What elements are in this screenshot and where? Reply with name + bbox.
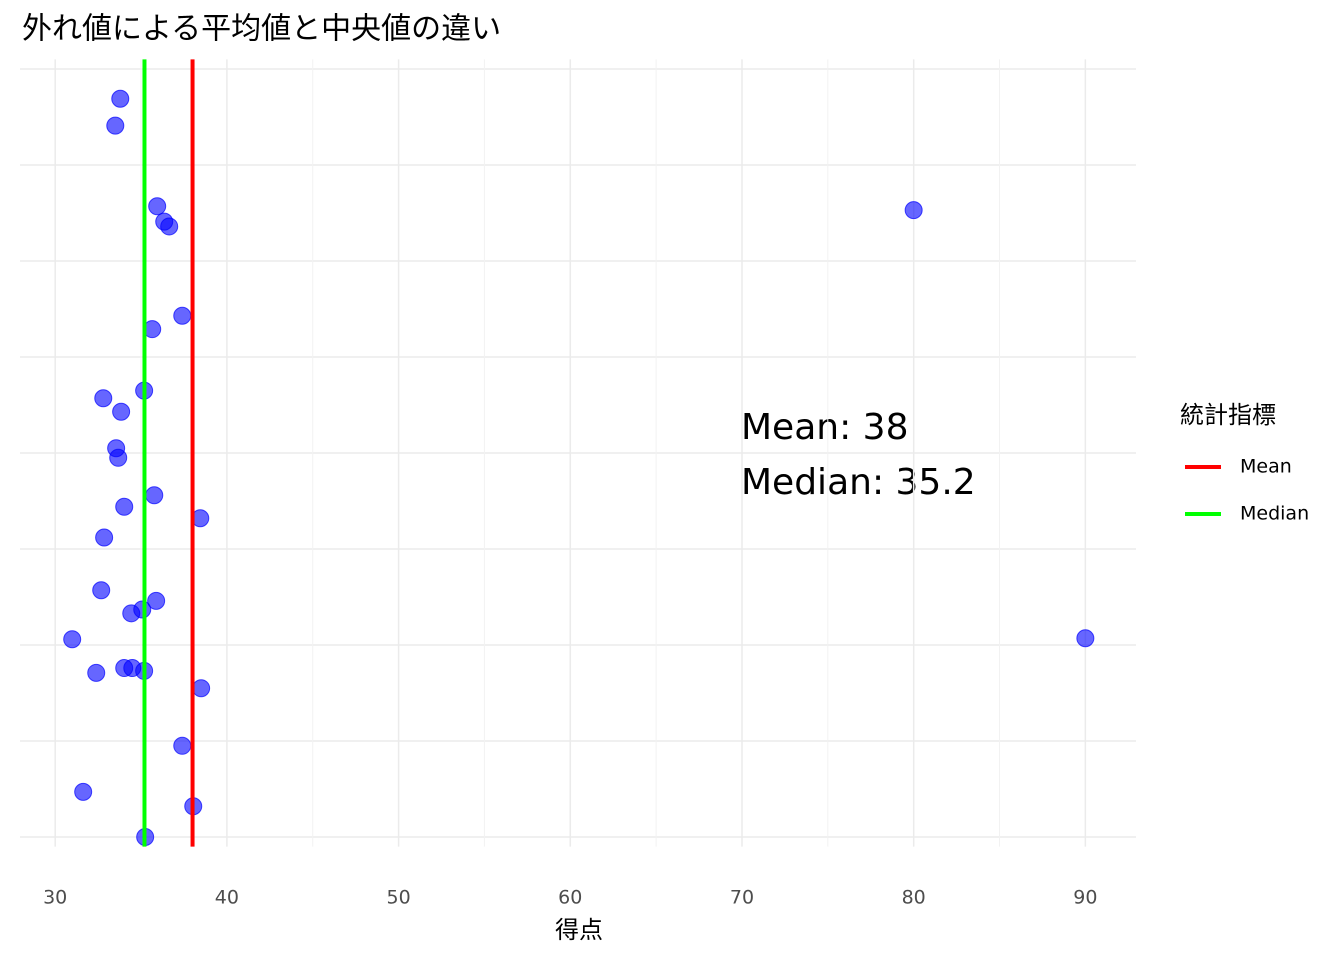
legend-label: Median	[1240, 503, 1309, 525]
point	[115, 497, 134, 516]
x-tick-label: 70	[730, 887, 754, 909]
legend-label: Mean	[1240, 456, 1292, 478]
point	[109, 448, 128, 467]
point	[173, 736, 192, 755]
x-axis-label: 得点	[555, 916, 603, 944]
point	[145, 486, 164, 505]
annotation: Mean: 38	[741, 407, 908, 448]
point	[148, 197, 167, 216]
point	[95, 528, 114, 547]
point	[112, 402, 131, 421]
point	[92, 581, 111, 600]
chart-title: 外れ値による平均値と中央値の違い	[22, 12, 501, 47]
x-tick-label: 40	[215, 887, 239, 909]
legend-title: 統計指標	[1180, 401, 1276, 429]
x-tick-label: 60	[558, 887, 582, 909]
point	[106, 116, 125, 135]
x-tick-label: 30	[43, 887, 67, 909]
point	[111, 89, 130, 108]
point	[173, 306, 192, 325]
point	[74, 782, 93, 801]
annotation: Median: 35.2	[741, 462, 976, 503]
point	[147, 591, 166, 610]
x-tick-label: 80	[902, 887, 926, 909]
x-tick-label: 90	[1073, 887, 1097, 909]
point	[192, 679, 211, 698]
point	[904, 201, 923, 220]
point	[63, 630, 82, 649]
point	[1076, 629, 1095, 648]
point	[122, 604, 141, 623]
x-tick-label: 50	[386, 887, 410, 909]
point	[94, 389, 113, 408]
point	[160, 217, 179, 236]
point	[87, 663, 106, 682]
